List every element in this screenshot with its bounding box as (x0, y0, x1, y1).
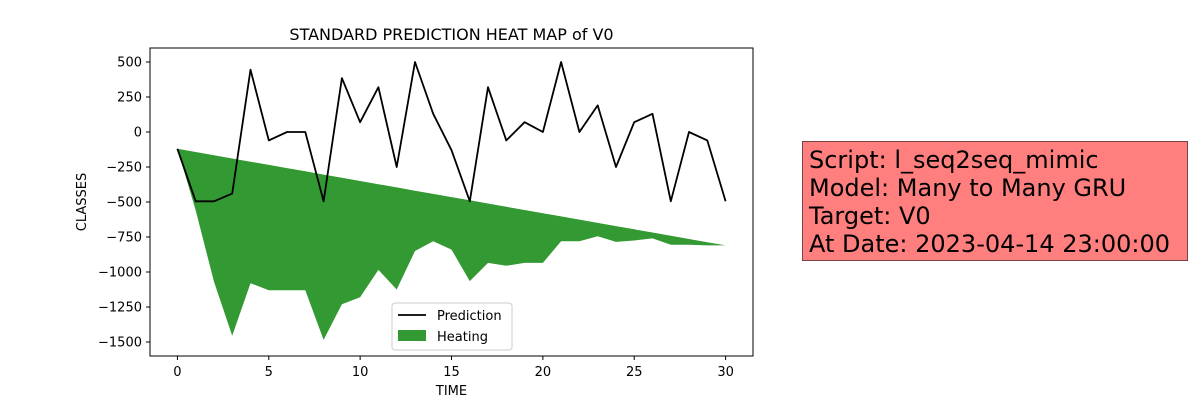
legend: Prediction Heating (391, 302, 513, 351)
y-tick-label: 500 (117, 56, 142, 71)
y-tick-label: 250 (117, 91, 142, 106)
y-tick-label: −750 (106, 231, 142, 246)
y-tick-label: −1250 (98, 301, 142, 316)
y-tick-label: −250 (106, 161, 142, 176)
x-tick-label: 30 (717, 365, 734, 380)
x-tick-label: 25 (626, 365, 643, 380)
y-tick-label: 0 (134, 126, 142, 141)
x-axis: 0 5 10 15 20 25 30 (173, 356, 734, 380)
chart-title: STANDARD PREDICTION HEAT MAP of V0 (289, 25, 613, 44)
x-tick-label: 0 (173, 365, 181, 380)
x-tick-label: 5 (265, 365, 273, 380)
y-axis-label: CLASSES (75, 173, 90, 231)
info-target: Target: V0 (809, 202, 931, 230)
info-script: Script: l_seq2seq_mimic (809, 146, 1099, 174)
legend-heating-label: Heating (437, 330, 488, 345)
legend-prediction-label: Prediction (437, 309, 502, 324)
y-tick-label: −1500 (98, 336, 142, 351)
y-axis: 500 250 0 −250 −500 −750 −1000 −1250 −1500 (98, 56, 150, 351)
x-tick-label: 15 (443, 365, 460, 380)
heating-area (177, 148, 726, 340)
x-tick-label: 10 (352, 365, 369, 380)
legend-heating-swatch (398, 330, 426, 341)
prediction-line (176, 61, 727, 203)
info-date: At Date: 2023-04-14 23:00:00 (809, 230, 1171, 258)
info-model: Model: Many to Many GRU (809, 174, 1127, 202)
x-axis-label: TIME (435, 384, 467, 399)
y-tick-label: −500 (106, 196, 142, 211)
y-tick-label: −1000 (98, 266, 142, 281)
info-box: Script: l_seq2seq_mimic Model: Many to M… (802, 141, 1188, 261)
x-tick-label: 20 (535, 365, 552, 380)
